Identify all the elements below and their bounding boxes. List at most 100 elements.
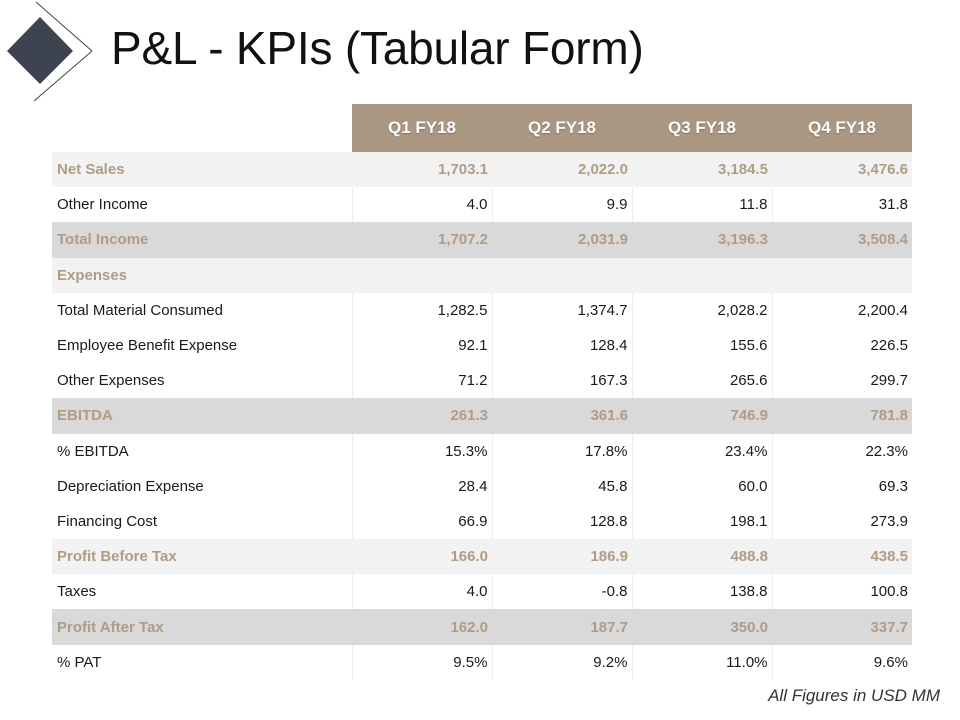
row-value: 17.8% [491, 433, 632, 469]
column-header: Q4 FY18 [772, 104, 912, 152]
row-label: % EBITDA [52, 433, 352, 469]
column-header: Q1 FY18 [352, 104, 492, 152]
row-value: 128.8 [491, 503, 632, 540]
row-value [352, 257, 492, 293]
row-value: 100.8 [771, 574, 912, 610]
page-title: P&L - KPIs (Tabular Form) [111, 22, 644, 74]
row-value: 438.5 [772, 539, 912, 575]
row-value: 186.9 [492, 539, 632, 575]
row-value: 3,196.3 [632, 222, 772, 258]
row-value: 3,184.5 [632, 152, 772, 188]
table-row: Depreciation Expense 28.4 45.8 60.0 69.3 [52, 468, 912, 504]
table-header-row: Q1 FY18 Q2 FY18 Q3 FY18 Q4 FY18 [52, 104, 912, 152]
table-row: Expenses [52, 257, 912, 293]
row-value: 4.0 [351, 574, 492, 610]
table-row: Financing Cost 66.9 128.8 198.1 273.9 [52, 503, 912, 540]
row-value: 350.0 [632, 609, 772, 645]
row-label: Depreciation Expense [52, 468, 352, 504]
row-label: Other Expenses [52, 363, 352, 399]
row-value [632, 257, 772, 293]
row-value: 31.8 [771, 187, 912, 223]
column-header: Q3 FY18 [632, 104, 772, 152]
row-value: 1,374.7 [491, 292, 632, 328]
row-label: Other Income [52, 187, 352, 223]
row-value: 2,031.9 [492, 222, 632, 258]
row-value: 23.4% [631, 433, 772, 469]
row-value: 781.8 [772, 398, 912, 434]
row-label: Employee Benefit Expense [52, 327, 352, 364]
diamond-logo-icon [7, 1, 93, 102]
row-value: 66.9 [351, 503, 492, 540]
row-value: 361.6 [492, 398, 632, 434]
row-value [772, 257, 912, 293]
table-row: % PAT 9.5% 9.2% 11.0% 9.6% [52, 644, 912, 680]
row-value: 9.5% [351, 644, 492, 680]
row-value: 69.3 [771, 468, 912, 504]
table-row: Total Income 1,707.2 2,031.9 3,196.3 3,5… [52, 222, 912, 258]
column-header: Q2 FY18 [492, 104, 632, 152]
row-value: 746.9 [632, 398, 772, 434]
kpi-table: Q1 FY18 Q2 FY18 Q3 FY18 Q4 FY18 Net Sale… [52, 104, 912, 680]
table-row: Taxes 4.0 -0.8 138.8 100.8 [52, 574, 912, 610]
row-label: Total Material Consumed [52, 292, 352, 328]
row-value: 1,707.2 [352, 222, 492, 258]
row-value: 166.0 [352, 539, 492, 575]
row-value: 3,508.4 [772, 222, 912, 258]
row-value: 92.1 [351, 327, 492, 364]
row-value: 15.3% [351, 433, 492, 469]
header-blank-cell [52, 104, 352, 152]
row-value: 1,703.1 [352, 152, 492, 188]
row-value: 60.0 [631, 468, 772, 504]
row-value: 488.8 [632, 539, 772, 575]
table-row: Employee Benefit Expense 92.1 128.4 155.… [52, 327, 912, 364]
row-value: 155.6 [631, 327, 772, 364]
row-value: 128.4 [491, 327, 632, 364]
row-value: 138.8 [631, 574, 772, 610]
row-value: 2,200.4 [771, 292, 912, 328]
row-label: Expenses [52, 257, 352, 293]
row-value: 337.7 [772, 609, 912, 645]
row-value: 273.9 [771, 503, 912, 540]
row-label: EBITDA [52, 398, 352, 434]
footnote: All Figures in USD MM [768, 686, 940, 705]
row-value: 45.8 [491, 468, 632, 504]
row-value: 9.2% [491, 644, 632, 680]
row-label: Financing Cost [52, 503, 352, 540]
row-value: 261.3 [352, 398, 492, 434]
row-label: % PAT [52, 644, 352, 680]
table-row: EBITDA 261.3 361.6 746.9 781.8 [52, 398, 912, 434]
row-value: -0.8 [491, 574, 632, 610]
row-label: Profit Before Tax [52, 539, 352, 575]
row-value: 1,282.5 [351, 292, 492, 328]
table-row: Total Material Consumed 1,282.5 1,374.7 … [52, 292, 912, 328]
row-label: Net Sales [52, 152, 352, 188]
table-row: % EBITDA 15.3% 17.8% 23.4% 22.3% [52, 433, 912, 469]
row-value: 22.3% [771, 433, 912, 469]
row-value: 11.0% [631, 644, 772, 680]
row-value: 162.0 [352, 609, 492, 645]
row-value: 71.2 [351, 363, 492, 399]
row-label: Total Income [52, 222, 352, 258]
row-value: 9.9 [491, 187, 632, 223]
row-value: 167.3 [491, 363, 632, 399]
table-row: Net Sales 1,703.1 2,022.0 3,184.5 3,476.… [52, 152, 912, 188]
table-row: Other Income 4.0 9.9 11.8 31.8 [52, 187, 912, 223]
table-row: Other Expenses 71.2 167.3 265.6 299.7 [52, 363, 912, 399]
row-label: Taxes [52, 574, 352, 610]
row-value: 3,476.6 [772, 152, 912, 188]
table-row: Profit Before Tax 166.0 186.9 488.8 438.… [52, 539, 912, 575]
row-value [492, 257, 632, 293]
row-value: 2,028.2 [631, 292, 772, 328]
row-value: 226.5 [771, 327, 912, 364]
row-value: 9.6% [771, 644, 912, 680]
row-value: 265.6 [631, 363, 772, 399]
row-label: Profit After Tax [52, 609, 352, 645]
row-value: 28.4 [351, 468, 492, 504]
row-value: 198.1 [631, 503, 772, 540]
row-value: 4.0 [351, 187, 492, 223]
row-value: 11.8 [631, 187, 772, 223]
table-row: Profit After Tax 162.0 187.7 350.0 337.7 [52, 609, 912, 645]
row-value: 2,022.0 [492, 152, 632, 188]
row-value: 187.7 [492, 609, 632, 645]
row-value: 299.7 [771, 363, 912, 399]
